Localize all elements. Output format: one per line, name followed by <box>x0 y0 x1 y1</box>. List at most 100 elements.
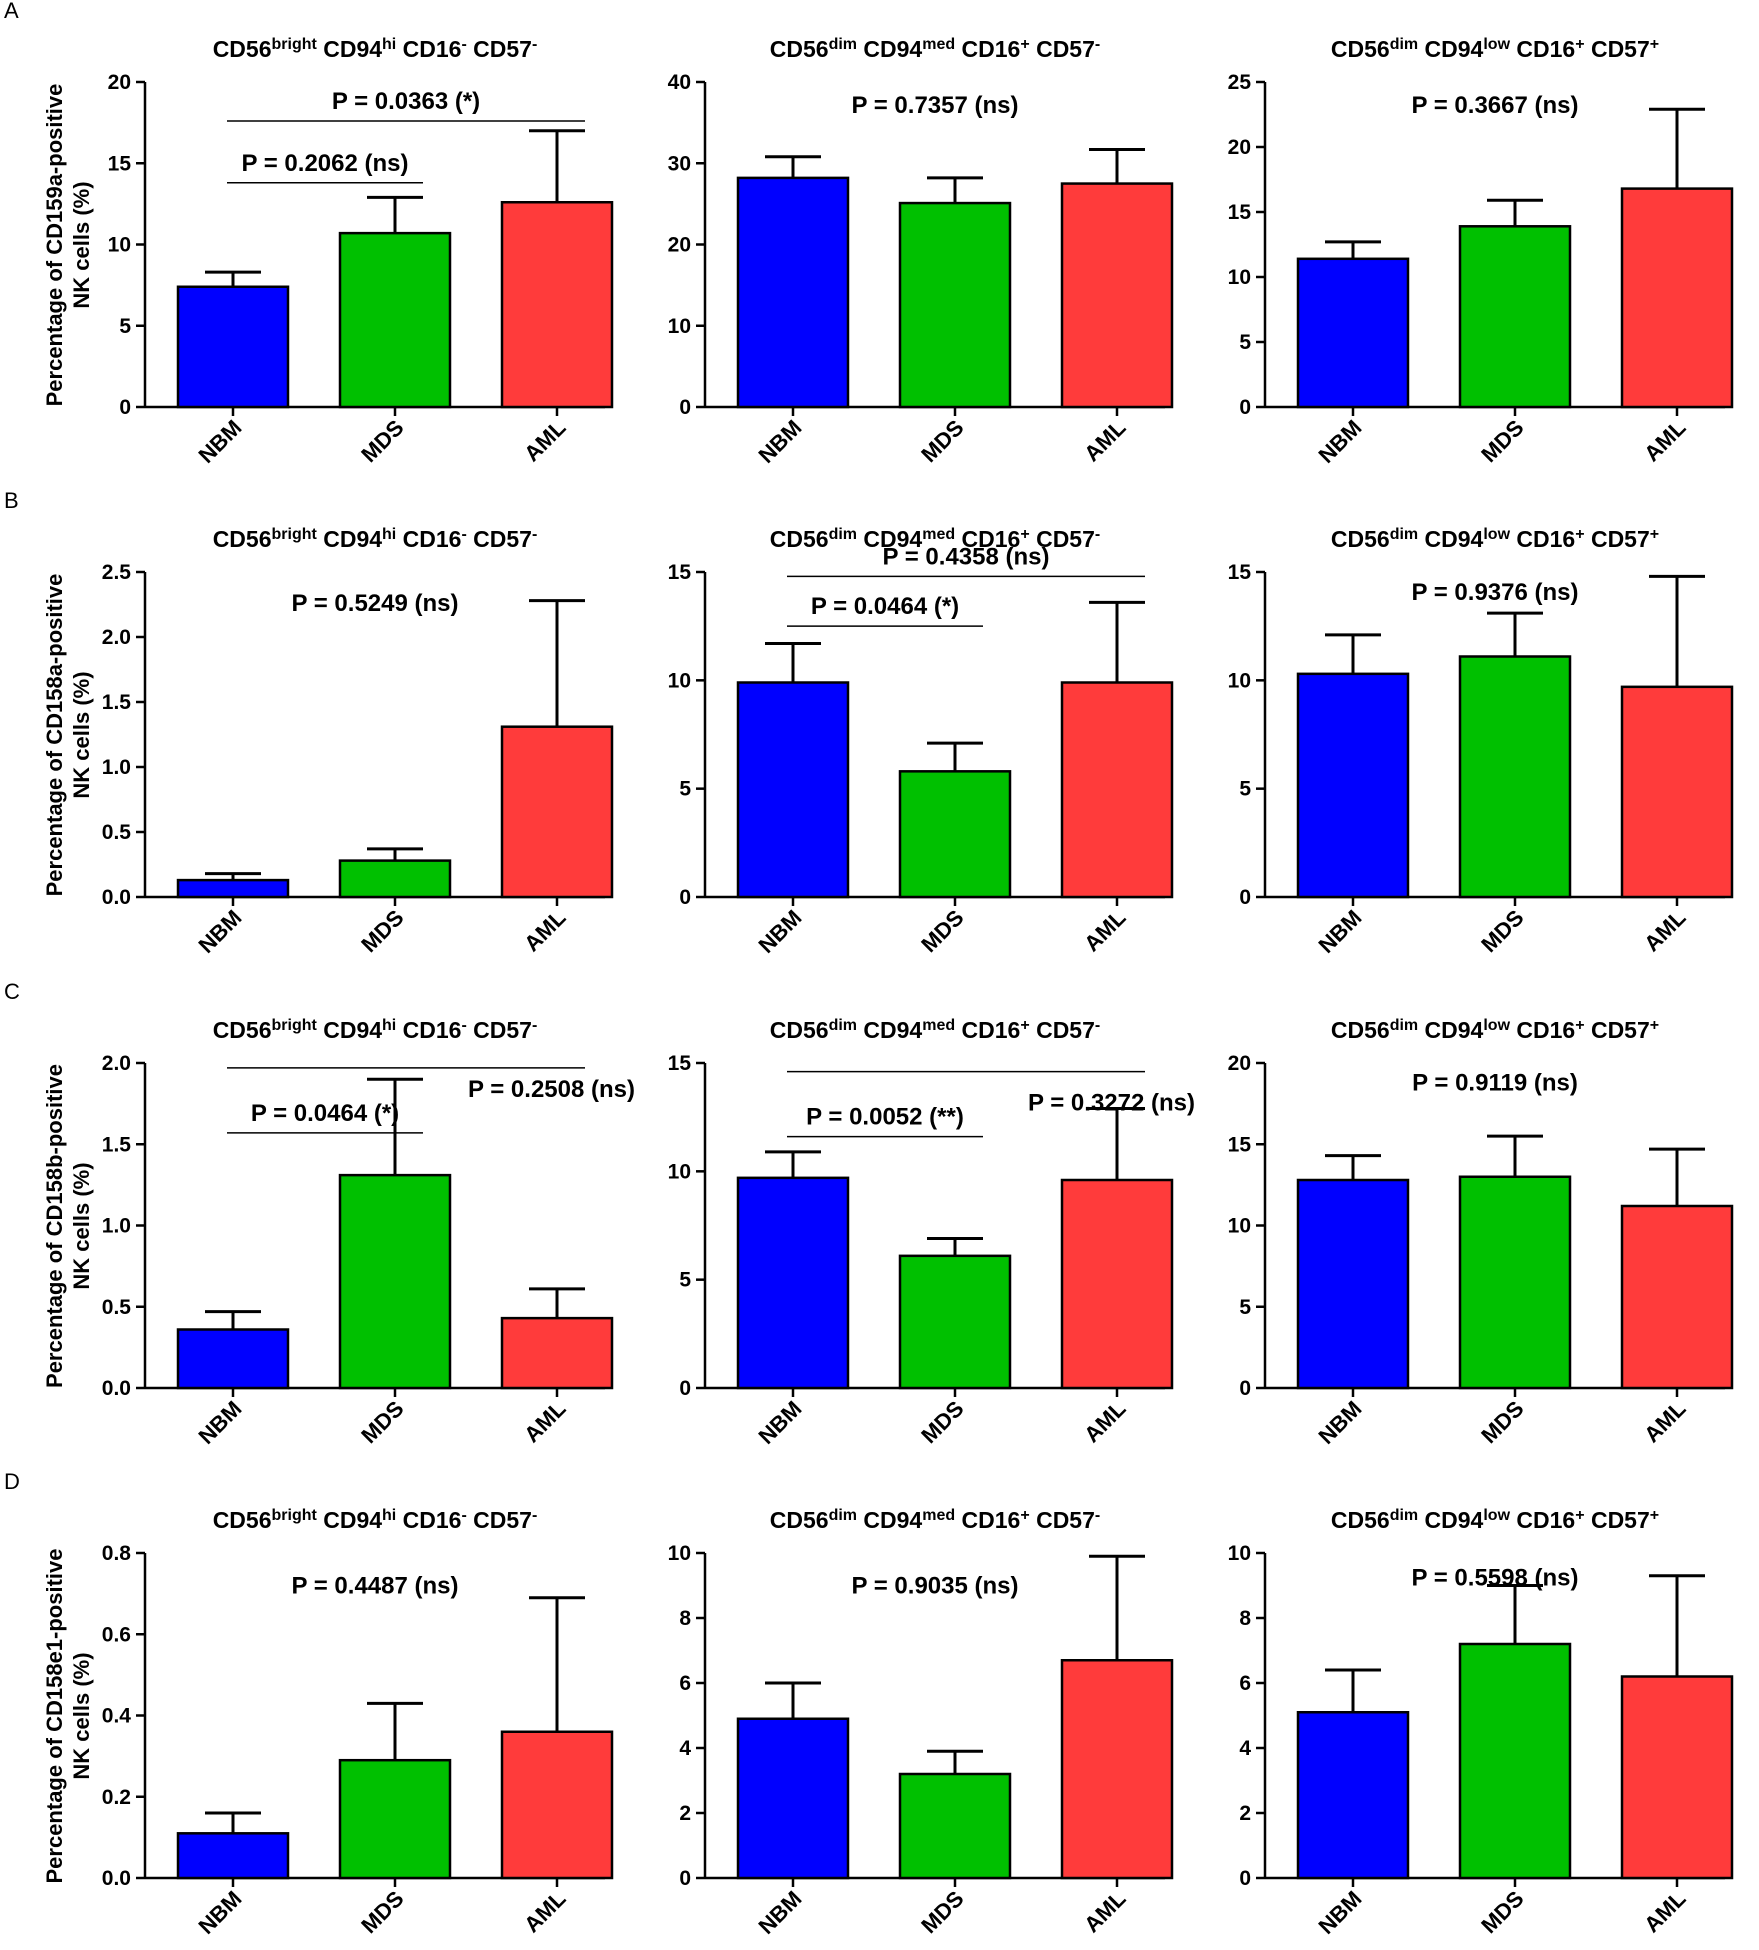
bar-nbm[interactable] <box>176 1328 290 1390</box>
panel-letter: C <box>4 979 20 1004</box>
bar-aml[interactable] <box>1620 685 1734 899</box>
x-tick-label-nbm: NBM <box>753 905 806 958</box>
y-tick-label: 15 <box>1228 561 1252 584</box>
bar-aml[interactable] <box>1060 182 1174 409</box>
panel-letter: D <box>4 1469 20 1494</box>
title-superscript: med <box>922 1507 955 1524</box>
bar-mds[interactable] <box>898 1254 1012 1390</box>
x-tick-label-mds: MDS <box>916 1886 968 1938</box>
bar-nbm[interactable] <box>736 1176 850 1390</box>
title-marker: CD16 <box>955 36 1020 62</box>
title-marker: CD16 <box>1510 526 1575 552</box>
bar-mds[interactable] <box>1458 225 1572 409</box>
title-superscript: - <box>1095 36 1100 53</box>
title-marker: CD56 <box>213 1507 272 1533</box>
bar-nbm[interactable] <box>1296 257 1410 409</box>
y-axis-label-line1: Percentage of CD159a-positive <box>42 84 67 407</box>
bar-aml[interactable] <box>500 725 614 899</box>
x-tick-label-mds: MDS <box>356 905 408 957</box>
bar-nbm[interactable] <box>1296 1178 1410 1390</box>
x-tick-label-mds: MDS <box>356 1886 408 1938</box>
title-superscript: dim <box>1390 526 1418 543</box>
y-tick-label: 0.0 <box>102 1867 131 1890</box>
chart-a-3: CD56dim CD94low CD16+ CD57+0510152025NBM… <box>1228 36 1734 468</box>
p-value-label: P = 0.0464 (*) <box>251 1100 399 1127</box>
title-marker: CD94 <box>857 36 922 62</box>
y-tick-label: 15 <box>1228 1133 1252 1156</box>
chart-d-1: CD56bright CD94hi CD16- CD57-0.00.20.40.… <box>102 1507 614 1939</box>
title-superscript: - <box>461 1017 466 1034</box>
title-superscript: med <box>922 36 955 53</box>
panel-letter: A <box>4 0 19 23</box>
y-tick-label: 8 <box>1239 1607 1251 1630</box>
bar-nbm[interactable] <box>736 1717 850 1880</box>
bar-mds[interactable] <box>1458 1642 1572 1880</box>
bar-aml[interactable] <box>1060 681 1174 899</box>
title-marker: CD57 <box>467 1017 532 1043</box>
title-marker: CD56 <box>213 1017 272 1043</box>
bar-mds[interactable] <box>898 201 1012 409</box>
bar-aml[interactable] <box>500 1730 614 1880</box>
bar-aml[interactable] <box>1060 1178 1174 1390</box>
bar-nbm[interactable] <box>176 285 290 409</box>
bar-mds[interactable] <box>1458 655 1572 899</box>
chart-title: CD56dim CD94med CD16+ CD57- <box>770 36 1100 62</box>
bar-mds[interactable] <box>338 231 452 409</box>
bar-aml[interactable] <box>1060 1659 1174 1880</box>
chart-title: CD56dim CD94low CD16+ CD57+ <box>1331 36 1659 62</box>
x-tick-label-nbm: NBM <box>753 415 806 468</box>
y-tick-label: 8 <box>679 1607 691 1630</box>
bar-nbm[interactable] <box>1296 672 1410 899</box>
bar-aml[interactable] <box>1620 1204 1734 1390</box>
bar-mds[interactable] <box>338 859 452 899</box>
x-tick-label-mds: MDS <box>916 905 968 957</box>
bar-mds[interactable] <box>338 1173 452 1390</box>
x-tick-label-mds: MDS <box>356 1396 408 1448</box>
title-superscript: - <box>461 526 466 543</box>
title-superscript: dim <box>829 1507 857 1524</box>
bar-mds[interactable] <box>1458 1175 1572 1390</box>
bar-nbm[interactable] <box>736 681 850 899</box>
y-tick-label: 5 <box>119 315 131 338</box>
x-tick-label-mds: MDS <box>1476 905 1528 957</box>
title-marker: CD56 <box>770 1017 829 1043</box>
y-tick-label: 1.0 <box>102 1215 131 1238</box>
bar-nbm[interactable] <box>176 1832 290 1880</box>
bar-aml[interactable] <box>1620 1675 1734 1880</box>
bar-aml[interactable] <box>1620 187 1734 409</box>
bar-aml[interactable] <box>500 1316 614 1390</box>
chart-title: CD56dim CD94low CD16+ CD57+ <box>1331 1017 1659 1043</box>
bar-mds[interactable] <box>898 1772 1012 1880</box>
x-tick-label-mds: MDS <box>1476 1396 1528 1448</box>
title-superscript: med <box>922 1017 955 1034</box>
y-axis-label-line2: NK cells (%) <box>69 671 94 798</box>
p-value-label: P = 0.3667 (ns) <box>1412 92 1579 119</box>
y-tick-label: 5 <box>1239 1296 1251 1319</box>
y-tick-label: 5 <box>1239 331 1251 354</box>
x-tick-label-nbm: NBM <box>1313 905 1366 958</box>
title-superscript: bright <box>272 36 318 53</box>
title-marker: CD94 <box>1418 36 1483 62</box>
bar-nbm[interactable] <box>736 176 850 409</box>
bar-mds[interactable] <box>338 1758 452 1880</box>
bar-nbm[interactable] <box>1296 1711 1410 1880</box>
title-superscript: + <box>1020 1507 1029 1524</box>
y-tick-label: 10 <box>1228 669 1251 692</box>
title-marker: CD56 <box>1331 1507 1390 1533</box>
y-tick-label: 4 <box>679 1737 691 1760</box>
p-value-label: P = 0.0363 (*) <box>332 88 480 115</box>
p-value-label: P = 0.7357 (ns) <box>852 92 1019 119</box>
chart-d-2: CD56dim CD94med CD16+ CD57- 0 2 4 6 8 10 NBM MDS… <box>668 1507 1174 1939</box>
y-axis-label-line2: NK cells (%) <box>69 1162 94 1289</box>
y-tick-label: 0.2 <box>102 1786 131 1809</box>
bar-aml[interactable] <box>500 201 614 409</box>
p-value-label: P = 0.2062 (ns) <box>242 150 409 177</box>
y-axis-label: Percentage of CD158a-positive NK cells (%… <box>42 574 94 897</box>
title-marker: CD56 <box>1331 1017 1390 1043</box>
x-tick-label-mds: MDS <box>916 415 968 467</box>
x-tick-label-aml: AML <box>519 1396 570 1447</box>
bar-nbm[interactable] <box>176 878 290 899</box>
title-superscript: low <box>1483 526 1510 543</box>
p-value-label: P = 0.5598 (ns) <box>1412 1565 1579 1592</box>
bar-mds[interactable] <box>898 770 1012 899</box>
